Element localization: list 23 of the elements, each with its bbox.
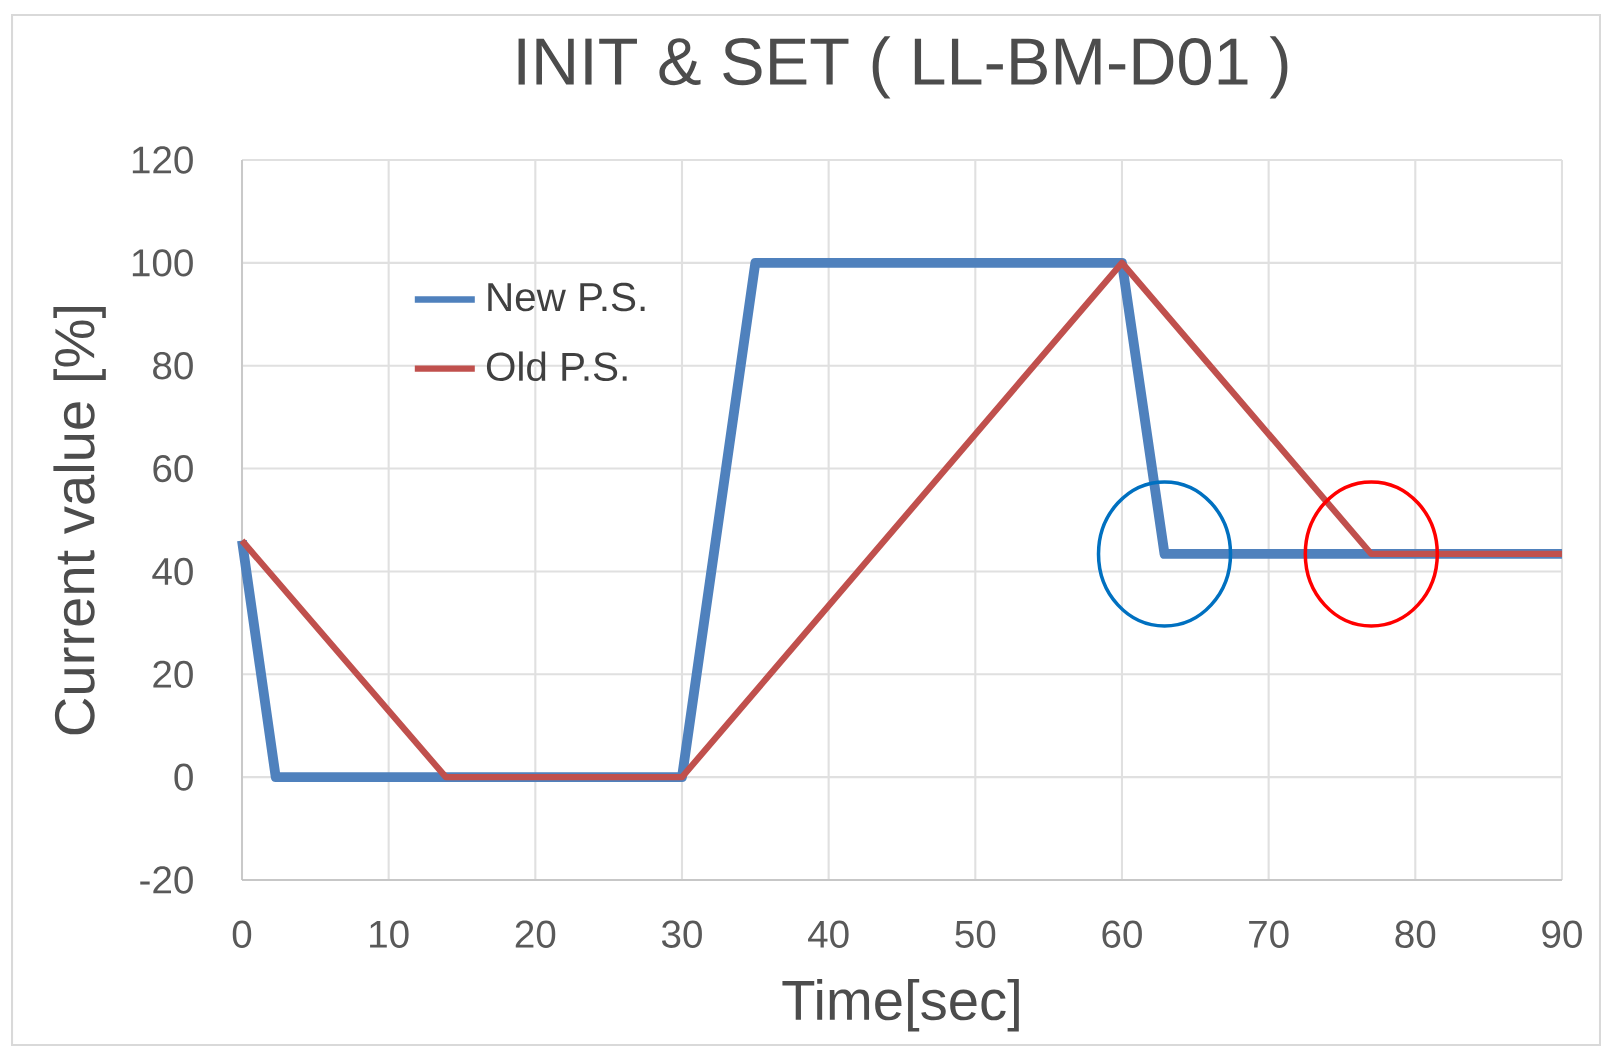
x-tick-label: 70	[1249, 920, 1289, 948]
y-tick-label: -20	[140, 866, 193, 894]
x-tick-label: 20	[515, 920, 556, 948]
x-axis-title: Time[sec]	[782, 979, 1019, 1032]
x-tick-label: 30	[661, 920, 702, 948]
x-tick-label: 90	[1542, 920, 1582, 948]
x-tick-label: 0	[232, 920, 252, 948]
y-tick-label: 120	[132, 146, 193, 174]
y-tick-label: 0	[174, 763, 193, 791]
y-tick-label: 20	[153, 660, 193, 688]
x-tick-label: 10	[370, 920, 409, 948]
y-axis-title: Current value [%]	[53, 306, 106, 735]
x-tick-label: 40	[808, 920, 849, 948]
y-tick-label: 100	[132, 249, 193, 277]
legend-label: Old P.S.	[486, 351, 627, 382]
legend-label: New P.S.	[488, 282, 645, 312]
y-tick-label: 60	[153, 454, 193, 483]
y-tick-label: 80	[153, 352, 193, 380]
x-tick-label: 50	[955, 920, 996, 948]
x-tick-label: 80	[1395, 920, 1436, 948]
y-tick-label: 40	[152, 557, 193, 586]
chart-title: INIT & SET ( LL-BM-D01 )	[518, 36, 1288, 99]
x-tick-label: 60	[1102, 920, 1142, 948]
